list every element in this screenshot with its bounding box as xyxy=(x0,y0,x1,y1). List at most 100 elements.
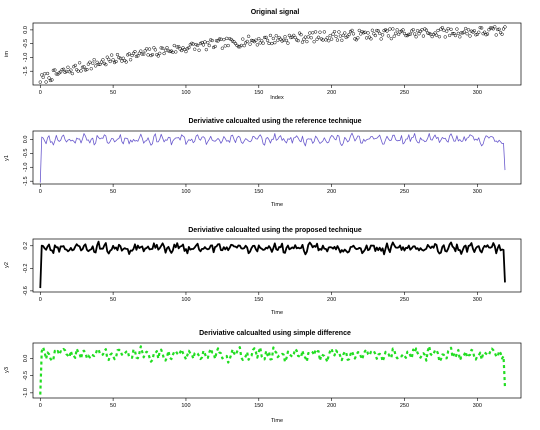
data-point xyxy=(270,41,274,46)
data-point xyxy=(162,51,166,56)
x-tick-label: 200 xyxy=(327,297,336,303)
series-line xyxy=(39,345,507,395)
panel-2-ylabel: y1 xyxy=(4,155,10,161)
data-point xyxy=(91,61,95,65)
data-point xyxy=(375,28,379,33)
x-tick-label: 250 xyxy=(400,403,409,409)
data-point xyxy=(437,35,442,39)
data-point xyxy=(143,49,147,53)
data-point xyxy=(415,29,420,33)
data-point xyxy=(82,65,86,69)
data-point xyxy=(396,32,401,36)
data-point xyxy=(401,28,405,32)
data-point xyxy=(45,71,50,76)
data-point xyxy=(316,35,321,39)
panel-3-xlabel: Time xyxy=(271,310,283,316)
data-point xyxy=(408,32,412,36)
data-point xyxy=(302,37,306,41)
data-point xyxy=(206,40,210,45)
data-point xyxy=(350,28,354,33)
data-point xyxy=(413,32,417,36)
data-point xyxy=(175,45,179,49)
y-tick-label: -0.5 xyxy=(23,371,29,380)
data-point xyxy=(370,28,375,32)
data-point xyxy=(133,49,137,54)
data-point xyxy=(466,28,471,32)
data-point xyxy=(92,58,96,62)
data-point xyxy=(497,27,501,31)
data-point xyxy=(217,37,222,41)
data-point xyxy=(308,31,312,35)
x-tick-label: 300 xyxy=(473,90,482,96)
data-point xyxy=(488,26,493,30)
data-point xyxy=(465,32,469,36)
data-point xyxy=(80,65,85,69)
y-tick-label: -1.5 xyxy=(23,176,29,185)
data-point xyxy=(184,49,188,54)
data-point xyxy=(53,68,57,72)
data-point xyxy=(236,45,241,49)
data-point xyxy=(38,80,42,84)
data-point xyxy=(44,80,48,84)
y-tick-label: -1.0 xyxy=(23,163,29,172)
x-tick-label: 200 xyxy=(327,189,336,195)
data-point xyxy=(51,68,56,72)
data-point xyxy=(373,33,377,38)
data-point xyxy=(262,35,267,40)
y-tick-label: -1.5 xyxy=(23,66,29,75)
data-point xyxy=(424,28,428,32)
data-point xyxy=(70,71,74,76)
x-tick-label: 50 xyxy=(110,403,116,409)
data-point xyxy=(343,31,347,35)
x-tick-label: 150 xyxy=(254,90,263,96)
data-point xyxy=(150,52,155,57)
data-point xyxy=(158,51,162,55)
y-tick-label: -0.2 xyxy=(23,264,29,273)
data-point xyxy=(66,65,70,69)
data-point xyxy=(357,28,361,33)
data-point xyxy=(50,78,54,82)
panel-2-series xyxy=(39,132,506,183)
data-point xyxy=(395,28,399,32)
data-point xyxy=(456,31,461,36)
data-point xyxy=(421,34,426,38)
x-tick-label: 250 xyxy=(400,297,409,303)
data-point xyxy=(322,30,326,34)
data-point xyxy=(385,29,389,33)
data-point xyxy=(417,32,421,36)
data-point xyxy=(160,46,165,50)
panel-1-axes: 0 50 100 150 200 250 300 -1.5 -1.0 -0.5 0.0 xyxy=(23,26,482,96)
data-point xyxy=(468,34,472,38)
panel-3-series xyxy=(39,240,506,289)
data-point xyxy=(177,44,181,49)
data-point xyxy=(340,38,344,42)
data-point xyxy=(493,25,497,29)
data-point xyxy=(248,42,252,46)
data-point xyxy=(372,32,376,36)
panel-2-title: Deriviative calcualted using the referen… xyxy=(188,118,361,125)
data-point xyxy=(474,33,478,37)
data-point xyxy=(197,48,201,52)
data-point xyxy=(108,59,112,64)
series-line xyxy=(39,240,506,289)
data-point xyxy=(93,64,98,68)
data-point xyxy=(386,34,391,38)
data-point xyxy=(40,73,44,77)
data-point xyxy=(292,33,296,38)
data-point xyxy=(114,59,118,64)
data-point xyxy=(328,33,332,38)
data-point xyxy=(440,26,444,30)
data-point xyxy=(389,37,394,41)
data-point xyxy=(296,39,300,43)
data-point xyxy=(376,29,380,33)
x-tick-label: 100 xyxy=(181,189,190,195)
data-point xyxy=(462,30,466,34)
panel-1-title: Original signal xyxy=(251,9,300,16)
y-tick-label: -0.6 xyxy=(23,286,29,295)
data-point xyxy=(388,27,392,31)
panel-4-xlabel: Time xyxy=(271,418,283,424)
data-point xyxy=(341,33,345,37)
data-point xyxy=(289,35,293,40)
data-point xyxy=(245,39,249,44)
data-point xyxy=(99,60,104,64)
